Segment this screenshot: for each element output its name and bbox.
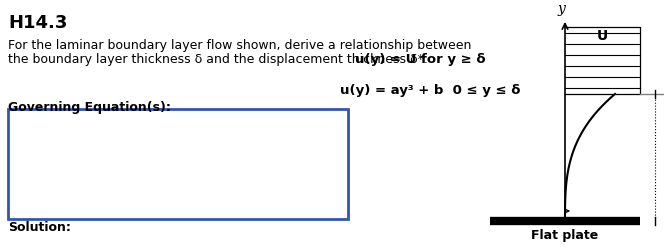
Text: u(y) = ay³ + b  0 ≤ y ≤ δ: u(y) = ay³ + b 0 ≤ y ≤ δ [340, 84, 521, 97]
Text: the boundary layer thickness δ and the displacement thickness δ*.: the boundary layer thickness δ and the d… [8, 53, 428, 66]
Text: Solution:: Solution: [8, 221, 71, 234]
Text: H14.3: H14.3 [8, 14, 67, 32]
Text: U: U [597, 29, 608, 43]
Bar [8, 109, 348, 219]
Text: Flat plate: Flat plate [531, 229, 599, 242]
Text: y: y [557, 2, 565, 16]
Text: u(y) = U for y ≥ δ: u(y) = U for y ≥ δ [355, 53, 485, 66]
Text: Governing Equation(s):: Governing Equation(s): [8, 101, 171, 114]
Text: For the laminar boundary layer flow shown, derive a relationship between: For the laminar boundary layer flow show… [8, 39, 471, 52]
